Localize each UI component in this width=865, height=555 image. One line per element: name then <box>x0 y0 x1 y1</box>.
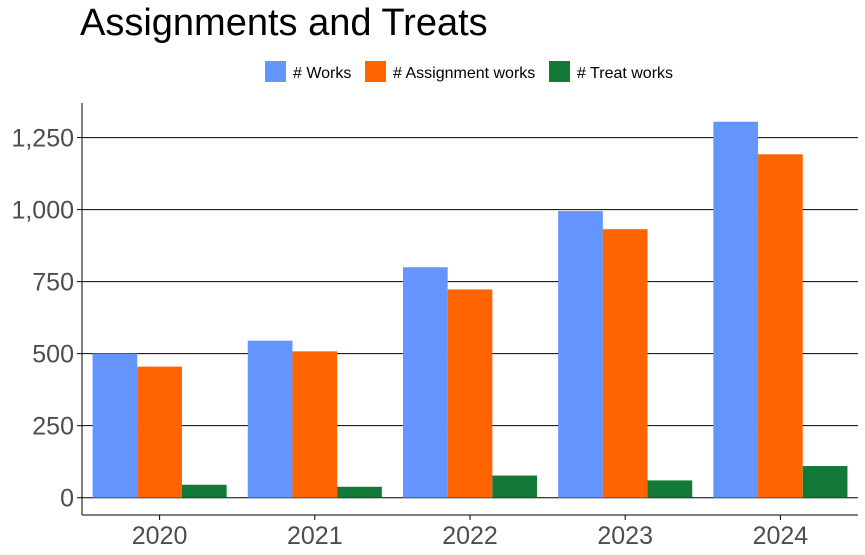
legend-item-assignment-works: # Assignment works <box>365 61 535 82</box>
bar-treat-works-2023 <box>647 480 693 498</box>
bar-works-2023 <box>558 211 603 498</box>
chart-title: Assignments and Treats <box>80 2 488 44</box>
legend-swatch-assignment-works <box>365 61 386 82</box>
bar-works-2022 <box>402 267 448 498</box>
x-tick-label-2024: 2024 <box>753 522 809 550</box>
bar-treat-works-2020 <box>181 484 227 498</box>
legend-label-assignment-works: # Assignment works <box>393 65 535 82</box>
bar-assignment-works-2021 <box>292 351 338 498</box>
legend-swatch-works <box>265 61 286 82</box>
bar-works-2024 <box>713 121 759 498</box>
y-tick-label-1000: 1,000 <box>11 197 74 225</box>
bar-assignment-works-2024 <box>758 154 803 498</box>
legend-label-works: # Works <box>293 65 351 82</box>
legend-label-treat-works: # Treat works <box>577 65 673 82</box>
x-axis-ticks: 2020 2021 2022 2023 2024 <box>132 515 809 550</box>
legend-item-treat-works: # Treat works <box>549 61 673 82</box>
x-tick-label-2020: 2020 <box>132 522 188 550</box>
bar-treat-works-2021 <box>337 486 382 498</box>
y-tick-label-750: 750 <box>32 269 74 297</box>
bar-works-2020 <box>92 353 138 498</box>
y-tick-label-250: 250 <box>32 413 74 441</box>
bar-treat-works-2024 <box>802 466 848 498</box>
x-tick-label-2023: 2023 <box>597 522 653 550</box>
bar-works-2021 <box>247 340 293 498</box>
legend-swatch-treat-works <box>549 61 570 82</box>
legend-item-works: # Works <box>265 61 351 82</box>
x-tick-label-2022: 2022 <box>442 522 498 550</box>
y-axis-ticks: 0 250 500 750 1,000 1,250 <box>11 125 82 513</box>
bar-assignment-works-2020 <box>137 366 182 498</box>
y-tick-label-500: 500 <box>32 341 74 369</box>
bar-assignment-works-2022 <box>447 289 493 498</box>
bar-assignment-works-2023 <box>602 229 648 498</box>
y-tick-label-1250: 1,250 <box>11 125 74 153</box>
x-tick-label-2021: 2021 <box>287 522 343 550</box>
bar-treat-works-2022 <box>492 475 538 498</box>
y-tick-label-0: 0 <box>60 485 74 513</box>
legend: # Works # Assignment works # Treat works <box>265 61 673 82</box>
bars <box>92 121 848 498</box>
